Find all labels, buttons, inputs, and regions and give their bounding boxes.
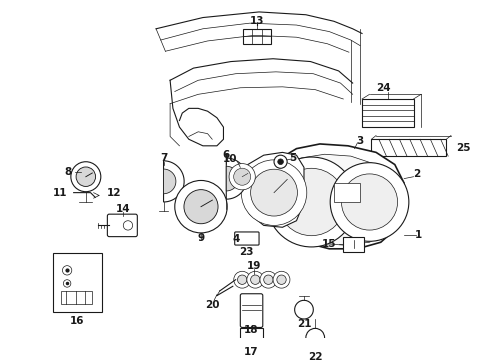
Text: 3: 3 bbox=[357, 136, 364, 146]
Text: 25: 25 bbox=[456, 143, 470, 153]
Circle shape bbox=[277, 275, 286, 284]
Text: 11: 11 bbox=[52, 188, 67, 198]
FancyBboxPatch shape bbox=[343, 237, 364, 252]
FancyBboxPatch shape bbox=[107, 214, 137, 237]
Text: 13: 13 bbox=[250, 16, 265, 26]
FancyBboxPatch shape bbox=[362, 99, 414, 127]
FancyBboxPatch shape bbox=[235, 232, 259, 245]
Text: 16: 16 bbox=[70, 316, 85, 326]
Circle shape bbox=[342, 174, 397, 230]
Text: 7: 7 bbox=[160, 153, 167, 163]
Circle shape bbox=[184, 190, 218, 224]
FancyBboxPatch shape bbox=[240, 328, 263, 342]
Polygon shape bbox=[294, 300, 313, 319]
Circle shape bbox=[260, 271, 277, 288]
Text: 22: 22 bbox=[308, 352, 322, 360]
Circle shape bbox=[264, 275, 273, 284]
FancyBboxPatch shape bbox=[53, 253, 102, 311]
Text: 12: 12 bbox=[107, 188, 121, 198]
Text: 15: 15 bbox=[321, 239, 336, 249]
Circle shape bbox=[76, 167, 96, 186]
Text: 18: 18 bbox=[245, 325, 259, 335]
Circle shape bbox=[175, 180, 227, 233]
Text: 17: 17 bbox=[244, 347, 259, 357]
Text: 21: 21 bbox=[297, 319, 311, 329]
Text: 6: 6 bbox=[222, 150, 230, 160]
Polygon shape bbox=[164, 161, 184, 202]
Text: 8: 8 bbox=[65, 167, 72, 177]
Circle shape bbox=[306, 328, 324, 347]
Circle shape bbox=[241, 160, 307, 225]
FancyBboxPatch shape bbox=[240, 294, 263, 328]
Polygon shape bbox=[276, 144, 404, 249]
Polygon shape bbox=[244, 152, 304, 227]
Circle shape bbox=[330, 163, 409, 241]
FancyBboxPatch shape bbox=[371, 139, 446, 156]
Circle shape bbox=[234, 168, 251, 185]
Circle shape bbox=[278, 168, 345, 236]
FancyBboxPatch shape bbox=[243, 29, 271, 44]
Circle shape bbox=[62, 266, 72, 275]
Circle shape bbox=[238, 275, 247, 284]
Text: 2: 2 bbox=[413, 169, 420, 179]
Circle shape bbox=[123, 221, 133, 230]
Circle shape bbox=[274, 155, 287, 168]
Polygon shape bbox=[276, 154, 396, 245]
FancyBboxPatch shape bbox=[334, 183, 360, 202]
Text: 4: 4 bbox=[233, 234, 240, 244]
FancyBboxPatch shape bbox=[61, 291, 93, 304]
Text: 24: 24 bbox=[376, 83, 391, 93]
Text: 5: 5 bbox=[289, 153, 296, 163]
Polygon shape bbox=[164, 169, 176, 194]
Text: 23: 23 bbox=[240, 247, 254, 257]
Circle shape bbox=[229, 163, 255, 190]
Polygon shape bbox=[226, 158, 247, 199]
Text: 20: 20 bbox=[205, 300, 220, 310]
Text: 1: 1 bbox=[415, 230, 422, 240]
Circle shape bbox=[234, 271, 250, 288]
Text: 9: 9 bbox=[197, 233, 204, 243]
Circle shape bbox=[273, 271, 290, 288]
Circle shape bbox=[267, 157, 356, 247]
Circle shape bbox=[250, 275, 260, 284]
Circle shape bbox=[278, 159, 283, 165]
Text: 10: 10 bbox=[223, 154, 238, 164]
Circle shape bbox=[250, 169, 297, 216]
Circle shape bbox=[247, 271, 264, 288]
Circle shape bbox=[63, 280, 71, 287]
Polygon shape bbox=[226, 166, 239, 191]
Text: 19: 19 bbox=[247, 261, 262, 271]
Circle shape bbox=[71, 162, 101, 192]
Text: 14: 14 bbox=[116, 203, 131, 213]
